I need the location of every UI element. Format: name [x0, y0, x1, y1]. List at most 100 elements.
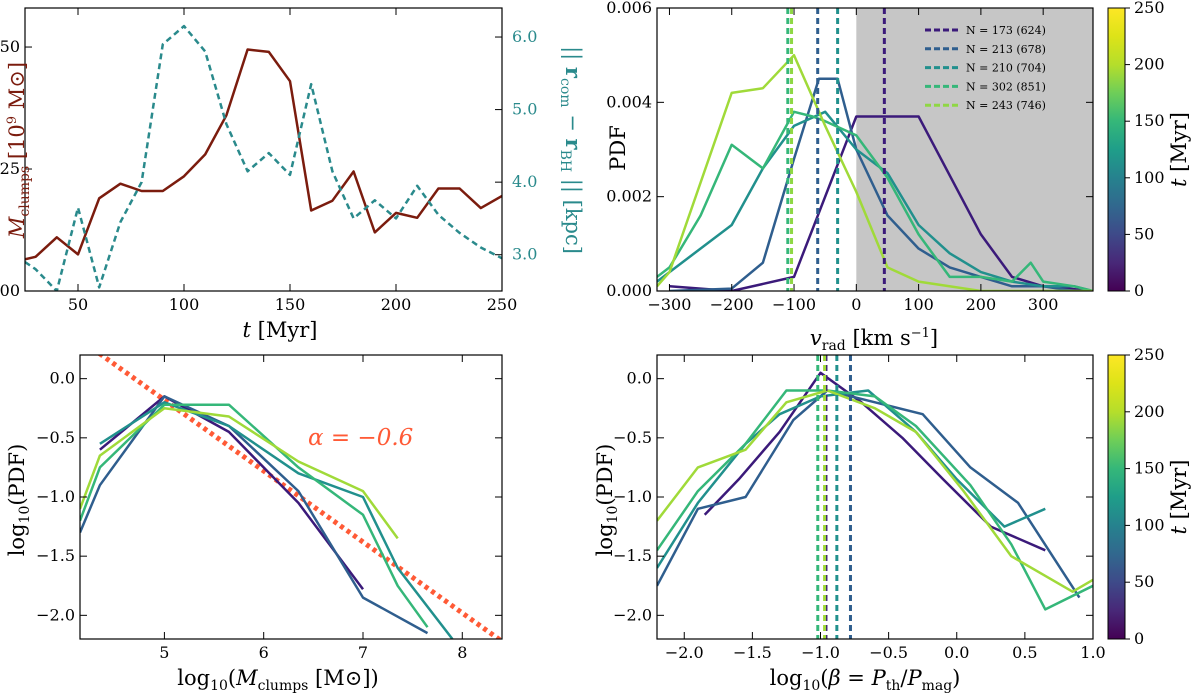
- p3-ytick-label-1: −0.5: [36, 428, 75, 447]
- p2-plot-area: [657, 8, 1093, 291]
- p4-xtick-label-0: −2.0: [665, 643, 704, 662]
- p4-ytick-label-0: 0.0: [627, 369, 652, 388]
- p4-plot-area: [657, 355, 1093, 639]
- cbar-2-tick-label-3: 150: [1134, 459, 1165, 478]
- p2-xtick-label-6: 300: [1028, 295, 1059, 314]
- p3-xtick-label-1: 6: [259, 643, 269, 662]
- p3-ytick-label-0: 0.0: [50, 369, 75, 388]
- cbar-1-tick-label-1: 50: [1134, 224, 1154, 243]
- p4-series-line-0: [703, 371, 1046, 552]
- p2-xtick-label-0: −300: [647, 295, 691, 314]
- p3-fit-line: [97, 355, 502, 639]
- cbar-2-tick-label-5: 250: [1134, 345, 1165, 364]
- p1-frame: [24, 7, 503, 292]
- p2-series-line-1: [669, 77, 1075, 291]
- p2-xtick-label-5: 200: [966, 295, 997, 314]
- p2-ytick-label-3: 0.006: [606, 0, 652, 17]
- p2-series-line-0: [669, 115, 1093, 291]
- p4-xtick-label-6: 1.0: [1080, 643, 1105, 662]
- cbar-1-tick-label-2: 100: [1134, 168, 1165, 187]
- p1-series-line-1: [25, 24, 502, 291]
- p1-ylabel-right: || rcom − rBH || [kpc]: [557, 46, 586, 254]
- p4-ytick-label-1: −0.5: [613, 428, 652, 447]
- p3-series-line-2: [99, 401, 454, 639]
- p1-ytick-r-label-1: 4.0: [512, 172, 537, 191]
- p2-ylabel: PDF: [606, 125, 630, 171]
- p2-shaded-region: [856, 8, 1093, 291]
- p4-ytick-label-4: −2.0: [613, 605, 652, 624]
- p2-legend-label-3: N = 302 (851): [966, 80, 1046, 93]
- p1-plot-area: [25, 24, 502, 291]
- cbar-2-tick-label-1: 50: [1134, 572, 1154, 591]
- panel-clump-mass-function: 5 6 7 8 0.0 −0.5 −1.0 −1.5 −2.0 α = −0.6: [36, 354, 503, 662]
- p3-xtick-label-2: 7: [358, 643, 368, 662]
- p3-xlabel: log10(Mclumps [M⊙]): [177, 666, 379, 693]
- cbar-2-gradient: [1107, 354, 1126, 640]
- p4-xlabel: log10(β = Pth/Pmag): [770, 666, 961, 693]
- cbar-1-gradient: [1107, 7, 1126, 292]
- cbar-1-tick-label-5: 250: [1134, 0, 1165, 17]
- colorbar-top: 0 50 100 150 200 250 t [Myr]: [1107, 0, 1191, 300]
- p3-ytick-label-4: −2.0: [36, 605, 75, 624]
- p4-xtick-label-3: −0.5: [869, 643, 908, 662]
- p2-ytick-label-0: 0.000: [606, 281, 652, 300]
- p3-plot-area: [80, 355, 502, 639]
- p4-series-line-4: [657, 389, 1093, 593]
- p2-legend-label-1: N = 213 (678): [966, 43, 1046, 56]
- p1-xtick-label-1: 100: [169, 295, 200, 314]
- p2-series-line-3: [657, 110, 1093, 291]
- p2-xtick-label-3: 0: [851, 295, 861, 314]
- p4-xtick-label-1: −1.5: [733, 643, 772, 662]
- p1-ytick-label-0: 0.00: [0, 281, 20, 300]
- p4-series-line-3: [657, 389, 1093, 611]
- p3-ytick-label-2: −1.0: [36, 487, 75, 506]
- p1-xtick-label-3: 200: [381, 295, 412, 314]
- p2-xtick-label-2: −100: [772, 295, 816, 314]
- p4-ytick-label-3: −1.5: [613, 546, 652, 565]
- cbar-2-tick-label-4: 200: [1134, 402, 1165, 421]
- cbar-1-tick-label-0: 0: [1134, 281, 1144, 300]
- p3-ylabel: log10(PDF): [5, 444, 33, 557]
- panel-vrad-pdf: −300 −200 −100 0 100 200 300 0.000 0.002 0.004 0.0…: [606, 0, 1094, 314]
- p4-xtick-label-2: −1.0: [801, 643, 840, 662]
- p4-xtick-label-4: 0.0: [944, 643, 969, 662]
- p2-xlabel: vrad [km s−1]: [810, 326, 938, 354]
- cbar-2-tick-label-2: 100: [1134, 515, 1165, 534]
- cbar-1-tick-label-4: 200: [1134, 55, 1165, 74]
- p1-xtick-label-0: 50: [68, 295, 88, 314]
- panel-beta-pdf: −2.0 −1.5 −1.0 −0.5 0.0 0.5 1.0 0.0 −0.5 −1.0 −1.5…: [613, 354, 1106, 662]
- p1-xlabel: t [Myr]: [243, 318, 318, 342]
- p4-ytick-label-2: −1.0: [613, 487, 652, 506]
- colorbar-bottom: 0 50 100 150 200 250 t [Myr]: [1107, 345, 1191, 648]
- p1-ytick-r-label-3: 6.0: [512, 27, 537, 46]
- cbar-2-label: t [Myr]: [1167, 460, 1191, 535]
- p4-ylabel: log10(PDF): [593, 444, 621, 557]
- p2-ytick-label-2: 0.004: [606, 92, 652, 111]
- p2-series-line-2: [657, 110, 1093, 291]
- p2-xtick-label-1: −200: [710, 295, 754, 314]
- p2-frame: [656, 7, 1094, 292]
- p3-xtick-label-0: 5: [159, 643, 169, 662]
- p1-ytick-r-label-2: 5.0: [512, 100, 537, 119]
- p1-ylabel: Mclumps [109 M⊙]: [5, 62, 33, 239]
- cbar-1-tick-label-3: 150: [1134, 111, 1165, 130]
- p2-legend-label-0: N = 173 (624): [966, 24, 1046, 37]
- p1-xtick-label-2: 150: [275, 295, 306, 314]
- p1-xtick-label-4: 250: [487, 295, 518, 314]
- cbar-1-label: t [Myr]: [1167, 112, 1191, 187]
- panel-mass-vs-time: 50 100 150 200 250 0.00 0.25 0.50 3.0 4.0 5.0 6.0: [0, 7, 537, 314]
- p3-series-line-3: [80, 403, 429, 628]
- p3-series-line-4: [80, 407, 399, 540]
- cbar-2-tick-label-0: 0: [1134, 629, 1144, 648]
- p1-ytick-label-1: 0.25: [0, 159, 20, 178]
- p3-xtick-label-3: 8: [457, 643, 467, 662]
- p1-series-line-0: [25, 48, 502, 261]
- p2-xtick-label-4: 100: [903, 295, 934, 314]
- p2-ytick-label-1: 0.002: [606, 187, 652, 206]
- p3-ytick-label-3: −1.5: [36, 546, 75, 565]
- p4-series-line-1: [657, 389, 1081, 599]
- p1-ytick-r-label-0: 3.0: [512, 245, 537, 264]
- p2-series-line-4: [657, 53, 1093, 291]
- p1-ytick-label-2: 0.50: [0, 37, 20, 56]
